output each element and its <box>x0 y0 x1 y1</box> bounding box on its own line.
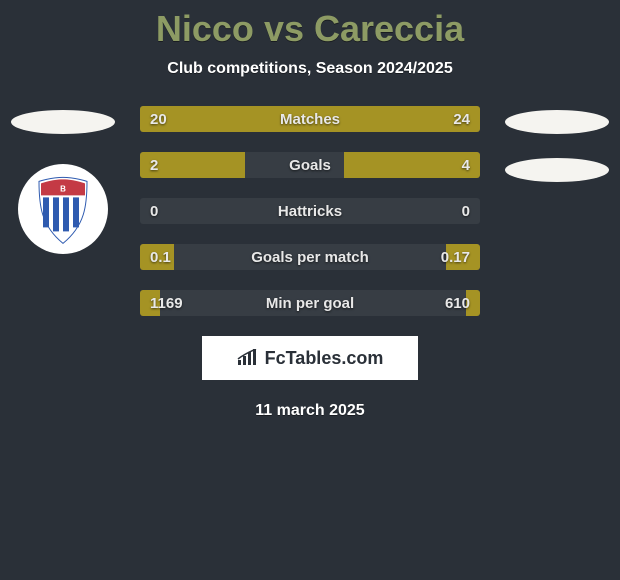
bar-chart-icon <box>237 349 259 367</box>
stat-row: Goals2 4 <box>140 152 480 178</box>
stat-right-value: 24 <box>453 106 470 132</box>
left-side-column: B <box>8 106 118 420</box>
source-logo-box: FcTables.com <box>202 336 418 380</box>
player2-oval-placeholder-2 <box>505 158 609 182</box>
source-logo-text: FcTables.com <box>265 348 384 369</box>
stat-right-value: 4 <box>462 152 470 178</box>
stat-bars: Matches2024Goals24Hattricks00Goals per m… <box>140 106 480 316</box>
stat-row: Matches20 24 <box>140 106 480 132</box>
stat-left-value: 0 <box>150 198 158 224</box>
stat-row: Hattricks0 0 <box>140 198 480 224</box>
vs-text: vs <box>254 8 314 49</box>
stat-left-value: 2 <box>150 152 158 178</box>
stat-label: Goals <box>140 152 480 178</box>
stat-row: Goals per match0.1 0.17 <box>140 244 480 270</box>
player2-name: Careccia <box>314 8 464 49</box>
comparison-content: B Matches2024Goals24Hattricks00Goals per… <box>0 106 620 420</box>
page-title: Nicco vs Careccia <box>0 0 620 50</box>
right-side-column <box>502 106 612 420</box>
stat-left-value: 20 <box>150 106 167 132</box>
stat-right-value: 610 <box>445 290 470 316</box>
stat-row: Min per goal1169 610 <box>140 290 480 316</box>
player1-club-badge: B <box>18 164 108 254</box>
player1-name: Nicco <box>156 8 254 49</box>
stat-label: Matches <box>140 106 480 132</box>
stat-label: Min per goal <box>140 290 480 316</box>
stat-left-value: 0.1 <box>150 244 171 270</box>
subtitle: Club competitions, Season 2024/2025 <box>0 60 620 78</box>
player2-oval-placeholder-1 <box>505 110 609 134</box>
stat-right-value: 0.17 <box>441 244 470 270</box>
stat-left-value: 1169 <box>150 290 183 316</box>
stat-label: Goals per match <box>140 244 480 270</box>
svg-text:B: B <box>60 184 66 193</box>
player1-oval-placeholder <box>11 110 115 134</box>
shield-icon: B <box>35 175 91 245</box>
stat-label: Hattricks <box>140 198 480 224</box>
stat-right-value: 0 <box>462 198 470 224</box>
